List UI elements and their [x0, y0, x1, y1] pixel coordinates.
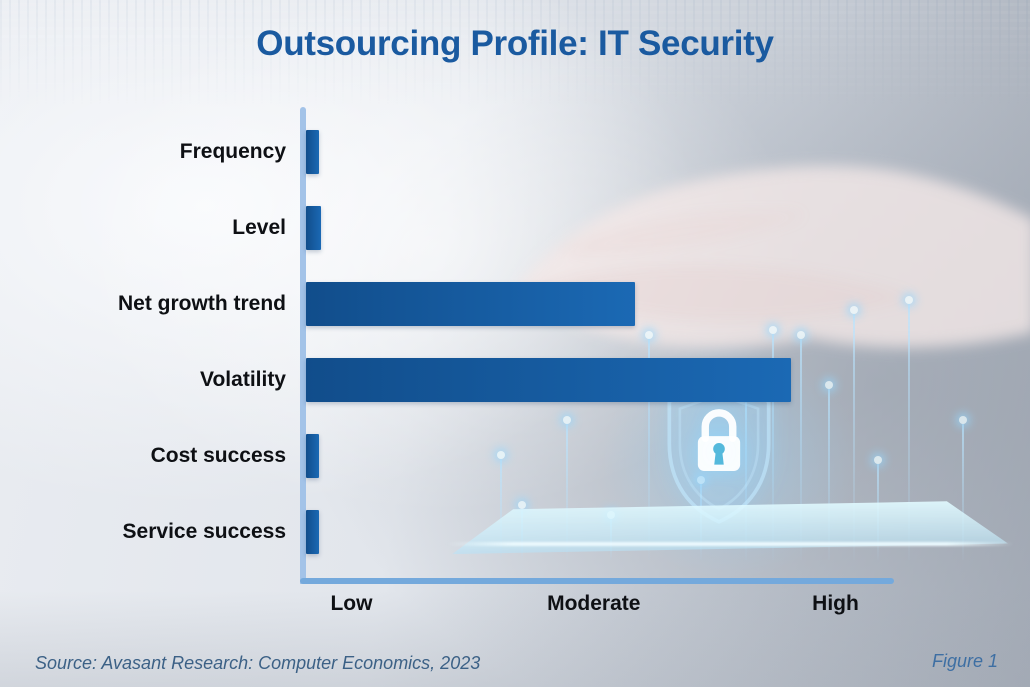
x-axis-tick-labels: Low Moderate High: [303, 592, 894, 622]
light-streak: [497, 451, 505, 560]
light-streak: [825, 381, 833, 560]
binary-texture: [0, 0, 1030, 110]
light-streak: [959, 416, 967, 560]
chart-bar: [306, 510, 319, 554]
light-streak: [850, 306, 858, 560]
category-label: Net growth trend: [118, 292, 286, 315]
x-axis-tick-label: High: [812, 592, 859, 615]
chart-bar: [306, 434, 319, 478]
category-label: Volatility: [200, 368, 286, 391]
chart-bar: [306, 206, 321, 250]
category-axis: Frequency Level Net growth trend Volatility…: [0, 108, 286, 578]
source-note: Source: Avasant Research: Computer Econo…: [35, 653, 481, 673]
x-axis-line: [300, 578, 894, 584]
category-label: Frequency: [179, 140, 286, 163]
tablet-image: [446, 496, 1014, 562]
light-streak: [645, 331, 653, 560]
x-axis-tick-label: Moderate: [547, 592, 641, 615]
category-label: Cost success: [150, 444, 286, 467]
plot-area: [306, 108, 893, 578]
chart-bar: [306, 130, 319, 174]
category-label: Service success: [122, 520, 286, 543]
category-label: Level: [232, 216, 286, 239]
chart-title: Outsourcing Profile: IT Security: [256, 24, 774, 63]
chart-bar: [306, 358, 791, 402]
tablet-edge-highlight: [446, 542, 1014, 546]
chart-bar: [306, 282, 635, 326]
figure-number: Figure 1: [931, 651, 998, 671]
light-streak: [769, 326, 777, 560]
y-axis-line: [300, 107, 306, 584]
light-streak: [797, 331, 805, 560]
light-streak: [563, 416, 571, 560]
x-axis-tick-label: Low: [330, 592, 373, 615]
light-streak: [905, 296, 913, 560]
